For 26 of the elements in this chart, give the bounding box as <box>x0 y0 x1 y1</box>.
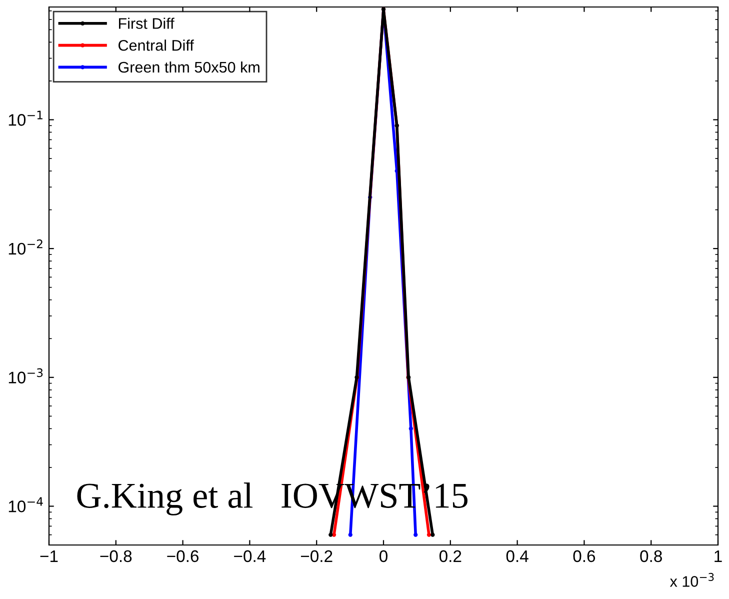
y-tick-label: 10$^{−1}$ <box>8 110 42 126</box>
x-tick-label: 0.4 <box>506 550 528 562</box>
point <box>430 532 435 537</box>
point <box>332 532 336 537</box>
point <box>348 532 352 537</box>
y-tick-label: 10$^{−2}$ <box>8 239 42 255</box>
x-tick-label: 0.8 <box>640 550 662 562</box>
x-tick-label: 0 <box>380 550 388 562</box>
point <box>328 532 333 537</box>
x-tick-label: −0.8 <box>100 550 132 562</box>
x-tick-label: −0.6 <box>167 550 199 562</box>
legend-label: First Diff <box>119 18 174 29</box>
legend-label: Central Diff <box>118 40 194 51</box>
point <box>414 532 418 537</box>
y-tick-label: 10$^{−3}$ <box>8 368 43 384</box>
legend-label: Green thm 50x50 km <box>118 61 260 73</box>
x-tick-label: 0.2 <box>439 550 462 562</box>
x-tick-label: 1 <box>714 550 722 562</box>
y-tick-label: 10$^{−4}$ <box>8 497 43 512</box>
text: x 10$^{−3}$ <box>670 572 714 587</box>
point <box>426 532 432 537</box>
x-tick-label: −0.4 <box>234 550 266 562</box>
x-tick-label: 0.6 <box>573 550 596 562</box>
point <box>408 426 414 431</box>
x-tick-label: −0.2 <box>300 550 332 562</box>
x-tick-label: −1 <box>40 550 58 562</box>
